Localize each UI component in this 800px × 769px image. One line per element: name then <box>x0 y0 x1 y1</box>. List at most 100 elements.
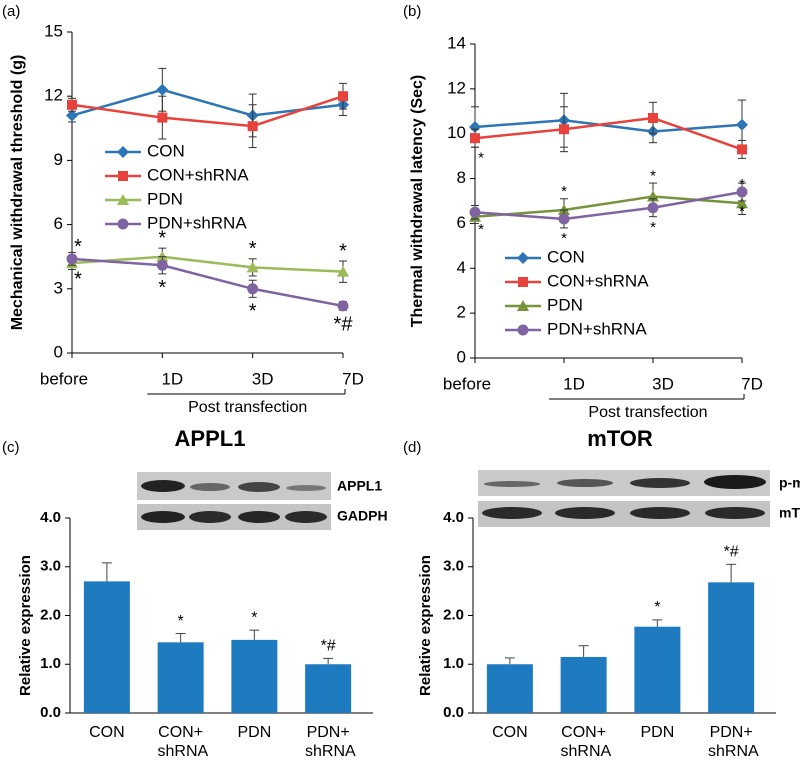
marker <box>247 283 259 295</box>
marker <box>246 261 259 273</box>
bar <box>708 582 755 713</box>
annotation: * <box>478 221 484 238</box>
annotation: * <box>158 227 166 249</box>
blot-label: APPL1 <box>337 478 382 494</box>
annotation: * <box>561 183 567 200</box>
y-tick-label: 6 <box>457 213 466 232</box>
y-tick-label: 0.0 <box>443 704 464 721</box>
annotation: * <box>74 269 82 291</box>
legend-label: CON+shRNA <box>147 165 249 184</box>
annotation: * <box>249 301 257 323</box>
y-axis-label: Mechanical withdrawal threshold (g) <box>9 55 26 331</box>
y-tick-label: 4 <box>457 258 466 277</box>
y-tick-label: 1.0 <box>443 655 464 672</box>
y-tick-label: 14 <box>447 33 466 52</box>
annotation: * <box>74 236 82 258</box>
legend-label: CON <box>547 247 585 266</box>
annotation: * <box>650 167 656 184</box>
annotation: *# <box>724 544 739 561</box>
annotation: * <box>249 238 257 260</box>
y-tick-label: 0.0 <box>40 704 61 721</box>
y-tick-label: 9 <box>54 150 63 169</box>
y-tick-label: 2 <box>457 303 466 322</box>
x-tick-label: 7D <box>741 374 763 393</box>
marker <box>736 118 748 131</box>
x-tick-label: PDN+ shRNA <box>301 724 356 760</box>
bar <box>305 664 352 713</box>
y-tick-label: 4.0 <box>443 509 464 526</box>
x-axis-label: Post transfection <box>188 399 307 416</box>
marker <box>156 83 169 96</box>
x-tick-label: before <box>40 369 88 388</box>
annotation: *# <box>334 313 354 335</box>
bar <box>634 626 681 713</box>
annotation: * <box>339 240 347 262</box>
y-tick-label: 0 <box>54 342 63 361</box>
marker <box>66 109 78 122</box>
y-tick-label: 12 <box>447 78 466 97</box>
bar <box>231 639 278 713</box>
bar <box>560 656 607 713</box>
x-tick-label: 1D <box>161 369 183 388</box>
marker <box>470 133 480 144</box>
x-tick-label: before <box>443 374 491 393</box>
western-blot-c <box>137 472 331 530</box>
bar-panel: 0.0 1.0 2.0 3.0 4.0 APPL1 APPL1 GADPH CON CON+ sh… <box>17 426 388 760</box>
series-line <box>474 116 743 151</box>
annotation: * <box>158 277 166 299</box>
marker <box>558 213 570 225</box>
marker <box>118 171 128 181</box>
marker <box>517 300 529 311</box>
marker <box>469 206 481 218</box>
annotation: * <box>561 230 567 247</box>
marker <box>117 218 129 230</box>
x-tick-label: CON+ shRNA <box>153 724 208 760</box>
y-tick-label: 10 <box>447 123 466 142</box>
x-tick-label: PDN <box>237 724 271 741</box>
y-tick-label: 2.0 <box>443 606 464 623</box>
marker <box>517 252 529 264</box>
x-tick-label: 3D <box>652 374 674 393</box>
marker <box>737 144 747 155</box>
annotation: * <box>478 149 484 166</box>
legend-label: PDN <box>147 189 183 208</box>
bar <box>486 664 533 713</box>
marker <box>117 146 129 158</box>
y-tick-label: 1.0 <box>40 655 61 672</box>
panel-label: (d) <box>403 439 421 456</box>
chart-title: mTOR <box>587 426 653 451</box>
legend-label: PDN <box>547 295 583 314</box>
line-panel: 0 2 4 6 8 10 12 14 before 1D 3D 7D Post transfection… <box>409 33 763 421</box>
marker <box>648 113 658 124</box>
x-tick-label: CON <box>492 724 528 741</box>
x-tick-label: CON+ shRNA <box>556 724 611 760</box>
marker <box>518 277 528 287</box>
blot-label: GADPH <box>337 508 388 524</box>
western-blot-d <box>478 470 770 527</box>
marker <box>337 265 349 277</box>
line-panel: 0 3 6 9 12 15 before 1D 3D 7D Post transfection CON… <box>9 21 364 416</box>
y-tick-label: 6 <box>54 214 63 233</box>
bar-panel: 0.0 1.0 2.0 3.0 4.0 mTOR p-mTOR mTOR CON CON+ shR… <box>417 426 800 760</box>
marker <box>736 197 748 209</box>
series-line <box>474 119 743 133</box>
marker <box>469 120 481 133</box>
legend-label: CON+shRNA <box>547 271 649 290</box>
y-axis-label: Thermal withdrawal latency (Sec) <box>409 75 426 328</box>
bar <box>157 642 204 713</box>
marker <box>67 99 77 110</box>
panel-label: (a) <box>2 3 20 20</box>
y-tick-label: 4.0 <box>40 509 61 526</box>
x-tick-label: 1D <box>563 374 585 393</box>
marker <box>247 121 258 132</box>
panel-label: (c) <box>2 439 20 456</box>
series-line <box>71 95 344 128</box>
marker <box>736 186 748 198</box>
chart-title: APPL1 <box>175 426 246 451</box>
annotation: * <box>178 613 184 630</box>
bar <box>83 581 130 713</box>
blot-label: mTOR <box>779 505 800 521</box>
y-axis-label: Relative expression <box>17 555 34 696</box>
y-tick-label: 3.0 <box>40 558 61 575</box>
annotation: * <box>739 203 745 220</box>
